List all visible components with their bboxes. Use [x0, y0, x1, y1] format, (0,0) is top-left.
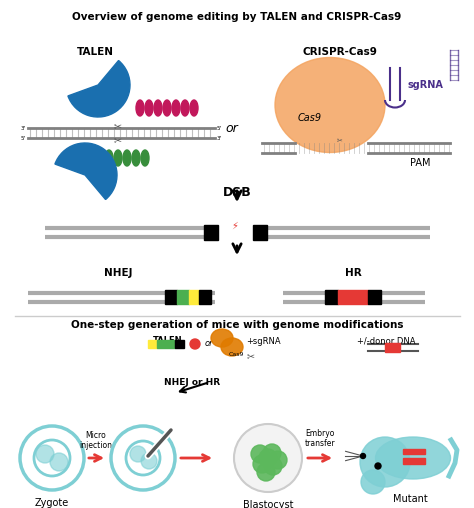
Circle shape	[20, 426, 84, 490]
Text: TALEN: TALEN	[153, 336, 183, 345]
Circle shape	[130, 446, 146, 462]
Ellipse shape	[123, 150, 131, 166]
Wedge shape	[68, 60, 130, 117]
Bar	[368, 290, 381, 304]
Text: DSB: DSB	[223, 186, 251, 200]
Text: ✂: ✂	[114, 135, 122, 145]
Text: Micro
injection: Micro injection	[80, 431, 112, 450]
Ellipse shape	[154, 100, 162, 116]
Ellipse shape	[105, 150, 113, 166]
Ellipse shape	[211, 329, 233, 347]
Circle shape	[111, 426, 175, 490]
Circle shape	[375, 463, 381, 469]
Bar	[175, 340, 184, 348]
Text: HR: HR	[345, 268, 361, 278]
Circle shape	[234, 424, 302, 492]
Text: TALEN: TALEN	[76, 47, 113, 57]
Text: Blastocyst: Blastocyst	[243, 500, 293, 508]
Text: ✂: ✂	[114, 121, 122, 131]
Text: or: or	[226, 121, 238, 135]
Text: 3': 3'	[217, 136, 222, 141]
Circle shape	[253, 455, 271, 473]
Ellipse shape	[145, 100, 153, 116]
Ellipse shape	[96, 150, 104, 166]
Circle shape	[361, 470, 385, 494]
Text: Cas9: Cas9	[228, 352, 244, 357]
Bar	[253, 225, 267, 240]
Bar	[385, 343, 400, 352]
Ellipse shape	[141, 150, 149, 166]
Circle shape	[190, 339, 200, 349]
Ellipse shape	[172, 100, 180, 116]
Circle shape	[264, 457, 282, 475]
Circle shape	[263, 444, 281, 462]
Text: or: or	[205, 339, 214, 348]
Text: Cas9: Cas9	[298, 113, 322, 123]
Wedge shape	[55, 143, 117, 200]
Text: 5': 5'	[21, 136, 26, 141]
Circle shape	[251, 445, 269, 463]
Bar	[338, 290, 368, 304]
Text: CRISPR-Cas9: CRISPR-Cas9	[302, 47, 377, 57]
Bar	[204, 225, 218, 240]
Ellipse shape	[163, 100, 171, 116]
Ellipse shape	[114, 150, 122, 166]
Bar	[157, 340, 175, 348]
Bar	[148, 340, 157, 348]
Bar	[403, 449, 425, 454]
Text: Embryo
transfer: Embryo transfer	[305, 429, 335, 448]
Ellipse shape	[275, 57, 385, 152]
Circle shape	[36, 445, 54, 463]
Ellipse shape	[221, 338, 243, 356]
Text: Zygote: Zygote	[35, 498, 69, 508]
Bar	[177, 290, 189, 304]
Ellipse shape	[181, 100, 189, 116]
Text: 5': 5'	[217, 125, 222, 131]
Circle shape	[34, 440, 70, 476]
Ellipse shape	[132, 150, 140, 166]
Text: NHEJ: NHEJ	[104, 268, 132, 278]
Text: One-step generation of mice with genome modifications: One-step generation of mice with genome …	[71, 320, 403, 330]
Text: 3': 3'	[21, 125, 26, 131]
Text: sgRNA: sgRNA	[408, 80, 444, 90]
Circle shape	[269, 451, 287, 469]
Text: ✂: ✂	[337, 138, 343, 144]
Text: +sgRNA: +sgRNA	[246, 337, 281, 346]
Text: ✂: ✂	[247, 351, 255, 361]
Text: Overview of genome editing by TALEN and CRISPR-Cas9: Overview of genome editing by TALEN and …	[73, 12, 401, 22]
Bar	[325, 290, 338, 304]
Ellipse shape	[190, 100, 198, 116]
Bar	[403, 458, 425, 464]
Text: Mutant: Mutant	[392, 494, 428, 504]
Bar	[199, 290, 211, 304]
Text: PAM: PAM	[410, 158, 430, 168]
Bar	[165, 290, 177, 304]
Circle shape	[360, 437, 410, 487]
Bar	[189, 290, 199, 304]
Circle shape	[259, 449, 277, 467]
Circle shape	[257, 463, 275, 481]
Text: NHEJ or HR: NHEJ or HR	[164, 378, 220, 387]
Circle shape	[50, 453, 68, 471]
Ellipse shape	[375, 437, 450, 479]
Circle shape	[126, 441, 160, 475]
Circle shape	[361, 454, 365, 459]
Text: +/-donor DNA: +/-donor DNA	[357, 336, 415, 345]
Circle shape	[141, 453, 157, 469]
Ellipse shape	[136, 100, 144, 116]
Text: ⚡: ⚡	[232, 221, 238, 231]
